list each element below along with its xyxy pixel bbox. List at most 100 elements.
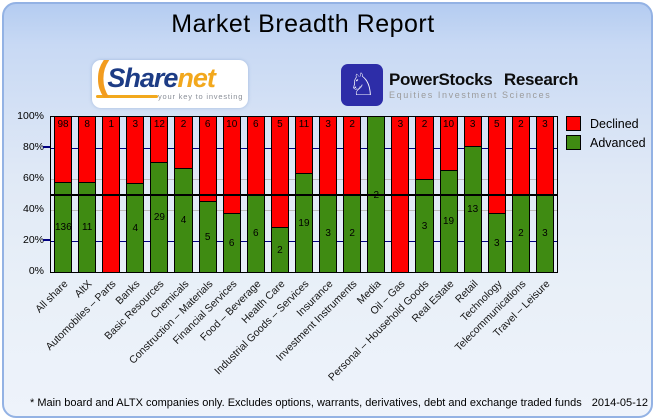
declined-segment [55,117,72,182]
y-axis-label-60pct: 60% [22,172,44,184]
declined-segment [247,117,264,194]
sharenet-name-part1: Share [107,62,178,93]
advanced-value-label: 6 [253,228,259,240]
advanced-value-label: 13 [467,204,479,216]
sharenet-tagline-row: your key to investing [96,92,244,101]
footer: * Main board and ALTX companies only. Ex… [30,397,648,409]
breadth-chart: 9813681113412292465106665211193322232310… [17,110,558,383]
declined-value-label: 3 [469,119,476,130]
bar-retail: 3 13 [463,117,482,272]
declined-segment [464,117,481,146]
declined-value-label: 6 [253,119,259,130]
declined-segment [199,117,216,201]
declined-value-label: 8 [84,119,90,130]
advanced-segment [416,178,433,272]
powerstocks-name: PowerStocks Research [389,70,579,89]
advanced-value-label: 3 [421,220,428,232]
declined-segment [151,117,168,163]
declined-value-label: 10 [443,119,455,130]
legend-label-declined: Declined [590,116,639,131]
advanced-value-label: 5 [204,231,211,243]
declined-segment [320,117,337,194]
powerstocks-logo: ♘ PowerStocks Research Equities Investme… [341,63,578,107]
y-axis-label-100pct: 100% [17,110,44,122]
y-axis-label-0pct: 0% [28,265,44,277]
declined-segment [440,117,457,171]
declined-value-label: 12 [153,119,165,130]
advanced-value-label: 19 [298,217,310,229]
sharenet-tagline: your key to investing [158,92,244,101]
declined-value-label: 1 [108,119,115,130]
bar-altx: 8 11 [78,117,97,272]
declined-value-label: 3 [325,119,331,130]
declined-segment [175,117,192,169]
footer-note: * Main board and ALTX companies only. Ex… [30,397,582,409]
legend-label-advanced: Advanced [590,135,646,150]
sharenet-logo: ( Share net your key to investing [92,54,248,108]
advanced-segment [55,181,72,272]
advanced-value-label: 3 [325,228,331,240]
report-date: 2014-05-12 [591,397,649,409]
declined-value-label: 6 [204,119,211,130]
declined-segment [344,117,361,194]
advanced-segment [271,227,288,272]
advanced-segment [79,181,96,272]
declined-value-label: 10 [226,119,238,130]
sharenet-name-part2: net [177,62,215,93]
legend-row-advanced: Advanced [566,135,646,150]
chess-knight-icon: ♘ [348,66,376,102]
y-axis-label-80pct: 80% [22,141,44,153]
advanced-segment [488,213,505,272]
page-title: Market Breadth Report [171,10,435,38]
advanced-value-label: 2 [277,244,283,256]
declined-value-label: 3 [542,119,548,130]
declined-value-label: 3 [132,119,139,130]
reference-line-50pct [51,194,557,196]
plot-area: 9813681113412292465106665211193322232310… [50,116,558,273]
advanced-segment [464,145,481,272]
chart-legend: Declined Advanced [566,116,646,154]
advanced-value-label: 19 [443,216,455,228]
advanced-value-label: 6 [228,237,235,249]
sharenet-swoosh-icon: ( [96,54,110,98]
advanced-segment [223,213,240,272]
declined-value-label: 2 [518,119,524,130]
declined-segment [127,117,144,183]
advanced-segment [151,162,168,272]
bar-industrial-goods-services: 11 19 [294,117,314,272]
advanced-value-label: 3 [542,228,548,240]
declined-value-label: 5 [493,119,500,130]
powerstocks-icon-box: ♘ [341,64,383,106]
declined-value-label: 2 [349,119,355,130]
sharenet-wordmark: ( Share net [96,54,240,98]
advanced-value-label: 4 [132,222,139,234]
declined-value-label: 2 [421,119,428,130]
advanced-value-label: 3 [493,237,500,249]
declined-segment [223,117,240,214]
declined-segment [536,117,553,194]
advanced-segment [440,170,457,272]
declined-segment [271,117,288,227]
advanced-value-label: 2 [349,228,355,240]
declined-value-label: 5 [277,119,283,130]
declined-segment [512,117,529,194]
declined-value-label: 11 [298,119,310,130]
advanced-segment [127,183,144,272]
legend-row-declined: Declined [566,116,646,131]
advanced-value-label: 29 [153,212,165,224]
declined-value-label: 2 [180,119,187,130]
powerstocks-text: PowerStocks Research Equities Investment… [389,70,578,100]
advanced-value-label: 4 [180,215,187,227]
declined-segment [79,117,96,182]
declined-swatch [566,116,581,131]
advanced-segment [295,173,313,272]
declined-value-label: 98 [57,119,69,130]
advanced-value-label: 2 [518,228,524,240]
advanced-segment [199,201,216,272]
y-tick-mark [43,239,50,241]
y-axis-label-40pct: 40% [22,203,44,215]
